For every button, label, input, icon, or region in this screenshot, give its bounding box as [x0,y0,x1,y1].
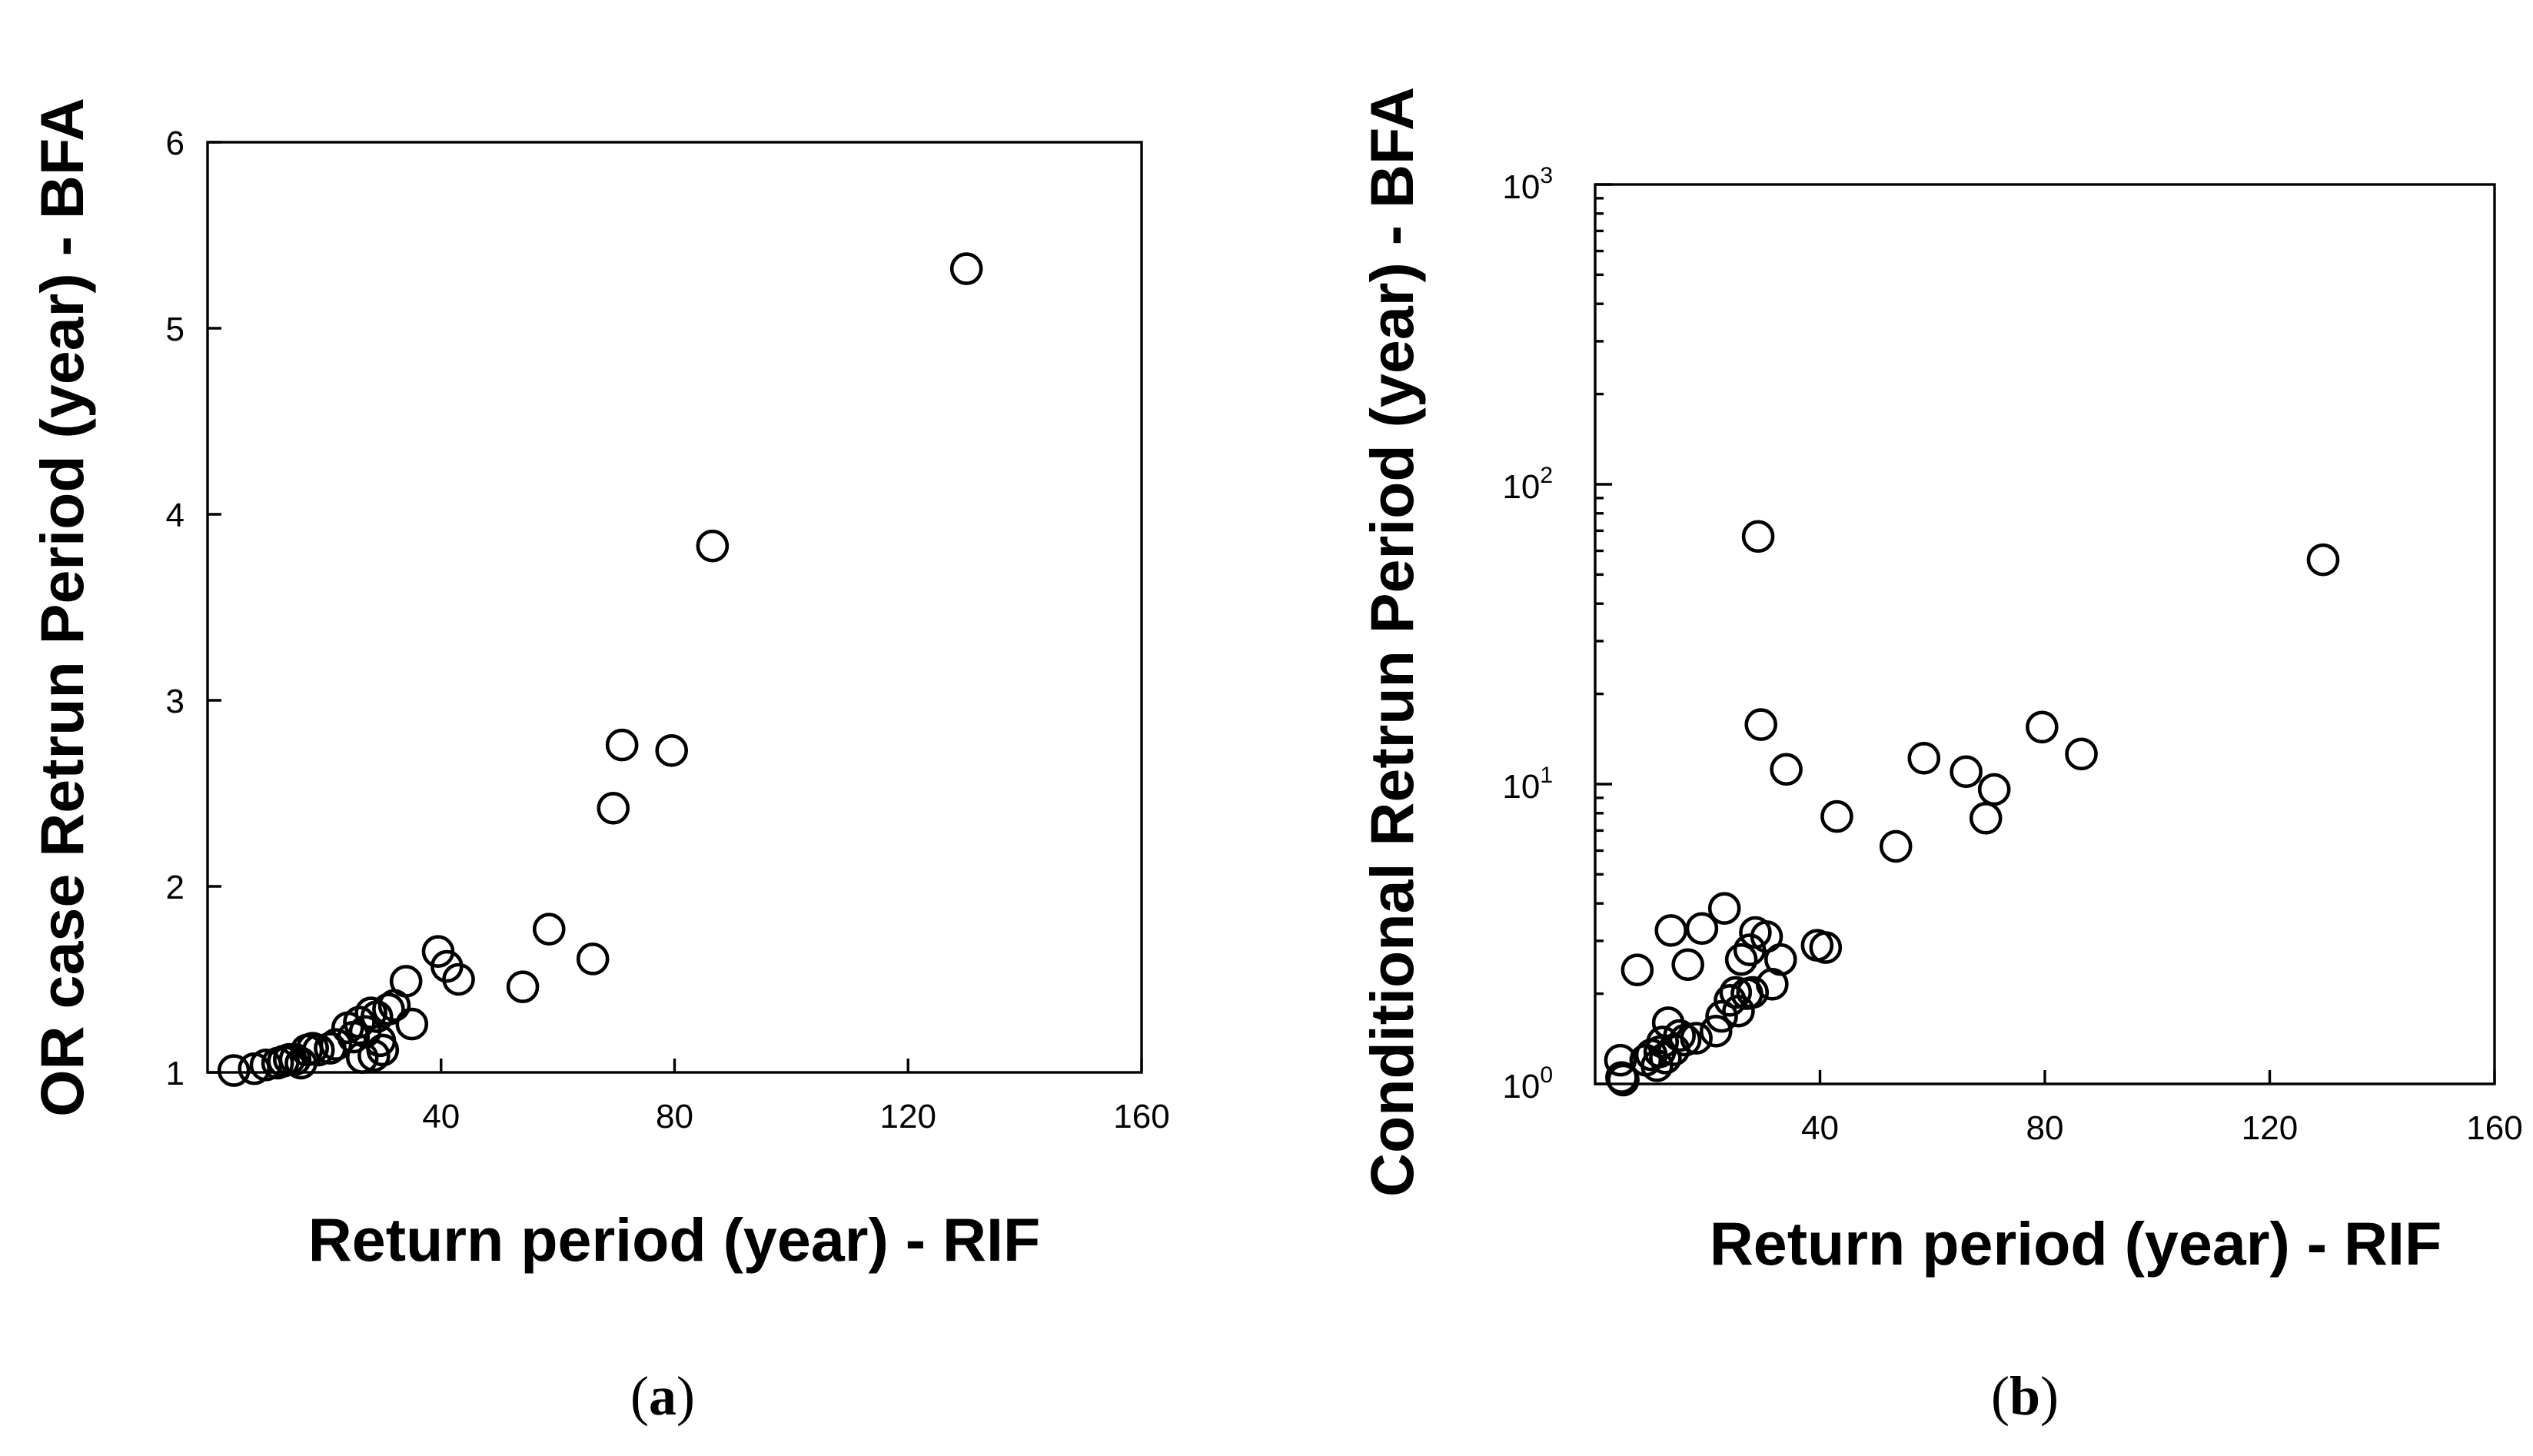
data-point [1907,742,1941,775]
panel-a-chart: 40 80 120 160 1 2 3 4 5 6 Return period (year) -… [28,98,1170,1427]
x-tick-label: 80 [656,1098,693,1135]
panel-a-y-axis-label: OR case Retrun Period (year) - BFA [28,98,96,1117]
data-point [532,912,566,946]
panel-a-points [217,252,983,1087]
data-point [1820,799,1853,833]
data-point [278,1042,312,1076]
y-tick-label-base: 10 [1502,1068,1540,1105]
data-point [1809,931,1843,964]
x-tick-label: 40 [422,1098,460,1135]
x-tick-label: 160 [2466,1109,2522,1147]
y-tick-label-exponent: 2 [1540,463,1553,488]
data-point [1719,976,1753,1009]
data-point [655,734,689,767]
data-point [1668,1023,1702,1057]
data-point [372,992,405,1026]
panel-a-label: (a) [630,1365,695,1427]
data-point [2065,737,2098,771]
data-point [597,792,630,825]
x-tick-label: 120 [880,1098,936,1135]
data-point [1770,753,1803,786]
panel-b-y-axis-label: Conditional Retrun Period (year) - BFA [1358,87,1426,1197]
x-tick-label: 80 [2026,1109,2064,1147]
data-point [2026,710,2059,744]
data-point [1879,829,1913,863]
data-point [345,1041,379,1074]
data-point [1744,708,1778,741]
data-point [1604,1043,1637,1077]
data-point [1977,773,2011,806]
data-point [366,1033,400,1067]
data-point [696,529,730,563]
data-point [343,1006,376,1039]
data-point [395,1007,429,1041]
y-tick-label-base: 10 [1502,468,1540,506]
data-point [506,970,540,1003]
panel-a-plot-frame [206,141,1143,1074]
y-tick-label: 4 [166,497,184,534]
x-tick-label: 40 [1801,1109,1839,1147]
y-tick-label: 6 [166,125,184,162]
y-tick-label-base: 10 [1502,168,1540,206]
y-tick-label: 103 [1502,163,1553,206]
data-point [1663,1019,1696,1052]
y-tick-label-exponent: 3 [1540,163,1553,188]
data-point [319,1028,353,1061]
data-point [1969,801,2003,835]
data-point [1714,983,1747,1017]
x-tick-label: 120 [2242,1109,2298,1147]
data-point [949,252,983,285]
data-point [1607,1063,1640,1097]
data-point [1671,948,1704,982]
y-tick-label: 101 [1502,763,1553,806]
data-point [357,1039,391,1072]
y-tick-label: 102 [1502,463,1553,506]
y-tick-label: 3 [166,683,184,720]
panel-a-y-ticks: 1 2 3 4 5 6 [166,125,221,1092]
x-tick-label: 160 [1113,1098,1169,1135]
panel-a-x-ticks: 40 80 120 160 [422,1059,1170,1135]
y-tick-label-exponent: 1 [1540,763,1553,788]
data-point [1621,953,1654,987]
y-tick-label-exponent: 0 [1540,1062,1553,1088]
panel-b-label-letter: b [2009,1365,2040,1427]
data-point [1741,520,1775,553]
data-point [1764,942,1797,976]
panel-a-label-letter: a [649,1365,676,1427]
y-tick-label: 5 [166,311,184,348]
y-tick-label: 2 [166,869,184,906]
data-point [1654,914,1688,947]
data-point [442,962,475,996]
data-point [1724,942,1758,976]
y-tick-label: 100 [1502,1062,1553,1105]
data-point [389,965,423,998]
panel-b-label: (b) [1991,1365,2059,1427]
data-point [2306,543,2340,577]
panel-b-x-axis-label: Return period (year) - RIF [1710,1209,2442,1278]
panel-b-points [1604,520,2340,1097]
data-point [576,942,610,976]
data-point [1685,912,1719,946]
data-point [1680,1022,1713,1055]
data-point [1736,976,1770,1009]
data-point [301,1033,335,1067]
panel-b-x-ticks: 40 80 120 160 [1801,1070,2523,1147]
y-tick-label: 1 [166,1055,184,1092]
data-point [1707,892,1741,925]
data-point [1705,999,1738,1033]
data-point [217,1054,251,1087]
y-tick-label-base: 10 [1502,768,1540,806]
data-point [1950,755,1983,789]
data-point [605,728,639,762]
panel-a-x-axis-label: Return period (year) - RIF [308,1205,1040,1274]
data-point [1699,1015,1733,1048]
